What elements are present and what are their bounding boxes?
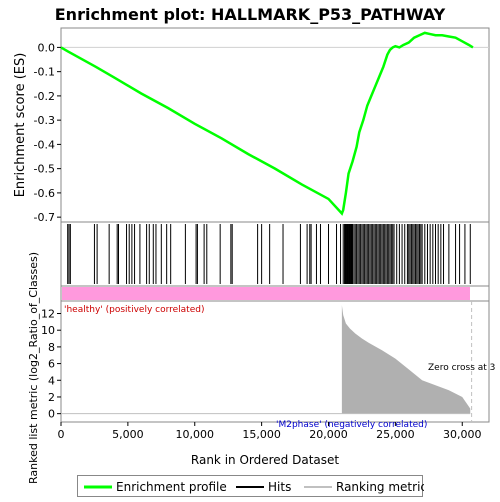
negative-class-label: 'M2phase' (negatively correlated) — [276, 420, 427, 430]
x-axis-label: Rank in Ordered Dataset — [191, 453, 339, 467]
legend: Enrichment profile Hits Ranking metric s… — [77, 475, 469, 497]
es-ytick-label: -0.1 — [34, 66, 55, 79]
hits-marks — [67, 224, 471, 284]
legend-svg: Enrichment profile Hits Ranking metric s… — [84, 480, 469, 494]
metric-ytick-label: 0 — [48, 408, 55, 421]
x-tick-label: 0 — [58, 428, 65, 441]
x-tick-label: 25,000 — [376, 428, 415, 441]
es-panel — [60, 27, 490, 223]
ranking-metric-area — [341, 305, 471, 414]
x-tick-label: 15,000 — [242, 428, 281, 441]
es-ytick-label: -0.5 — [34, 163, 55, 176]
metric-ylabel: Ranked list metric (log2_Ratio_of_Classe… — [27, 252, 40, 484]
es-ytick-label: -0.6 — [34, 187, 55, 200]
zero-cross-label: Zero cross at 3 — [428, 363, 495, 373]
legend-label-metric: Ranking metric scores — [336, 480, 424, 494]
metric-ytick-label: 2 — [48, 391, 55, 404]
enrichment-profile-line — [60, 31, 474, 216]
x-tick-label: 5,000 — [112, 428, 144, 441]
metric-ytick-label: 8 — [48, 341, 55, 354]
es-ytick-label: -0.7 — [34, 211, 55, 224]
x-ticks: 0 5,000 10,000 15,000 20,000 25,000 30,000 — [58, 422, 482, 441]
es-ylabel: Enrichment score (ES) — [13, 53, 28, 198]
es-ytick-label: 0.0 — [38, 41, 56, 54]
metric-ytick-label: 4 — [48, 374, 55, 387]
es-ytick-label: -0.4 — [34, 138, 55, 151]
es-ytick-label: -0.3 — [34, 114, 55, 127]
class-bar-fill — [62, 287, 470, 300]
positive-class-label: 'healthy' (positively correlated) — [64, 305, 204, 315]
metric-ytick-label: 10 — [41, 324, 55, 337]
legend-label-enrichment: Enrichment profile — [116, 480, 227, 494]
es-y-ticks: 0.0 -0.1 -0.2 -0.3 -0.4 -0.5 -0.6 -0.7 — [34, 41, 489, 224]
legend-label-hits: Hits — [268, 480, 291, 494]
x-tick-label: 10,000 — [176, 428, 215, 441]
metric-ytick-label: 12 — [41, 308, 55, 321]
chart-title: Enrichment plot: HALLMARK_P53_PATHWAY — [55, 5, 446, 24]
es-ytick-label: -0.2 — [34, 90, 55, 103]
metric-y-ticks: 0 2 4 6 8 10 12 — [41, 308, 61, 421]
metric-ytick-label: 6 — [48, 358, 55, 371]
x-tick-label: 20,000 — [309, 428, 348, 441]
x-tick-label: 30,000 — [443, 428, 482, 441]
